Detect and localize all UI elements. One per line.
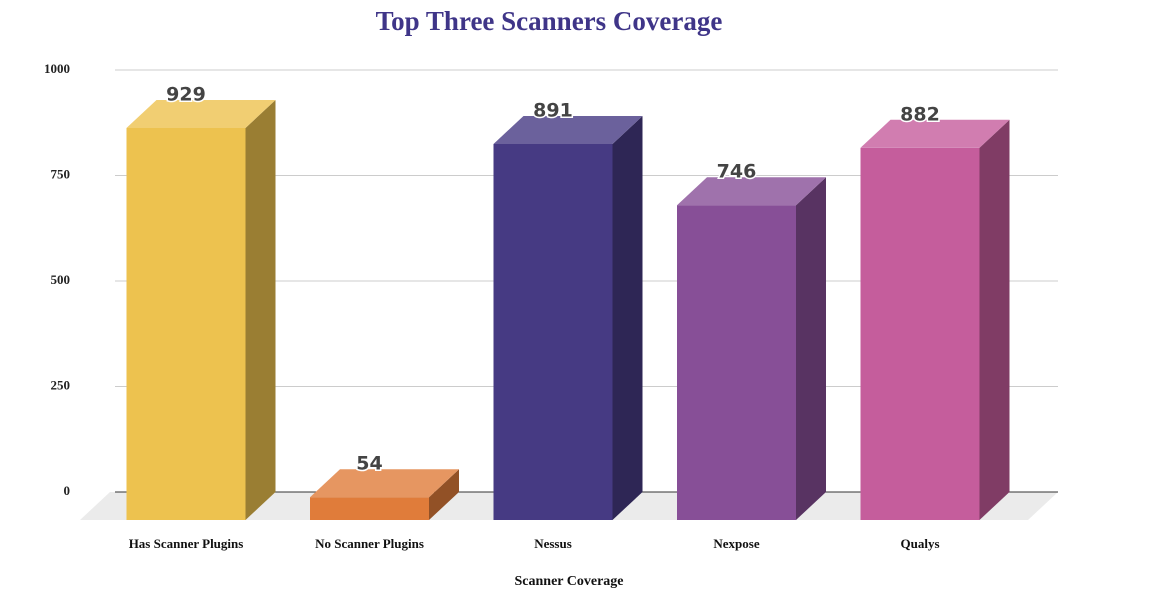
bar-side — [612, 115, 643, 521]
bar-top — [860, 119, 1010, 148]
bar-side — [979, 119, 1010, 521]
x-tick-label: Qualys — [900, 536, 939, 551]
y-tick-label: 750 — [51, 166, 71, 181]
bar-top — [677, 177, 826, 206]
y-tick-label: 1000 — [44, 61, 70, 76]
y-tick-label: 500 — [51, 272, 71, 287]
bar-front — [677, 205, 796, 521]
bar-front — [126, 127, 246, 520]
bar-front — [860, 147, 980, 520]
bar-top — [310, 469, 459, 498]
y-tick-label: 0 — [64, 483, 71, 498]
bar-top — [493, 115, 643, 144]
x-tick-label: No Scanner Plugins — [315, 536, 424, 551]
bar-side — [429, 469, 459, 520]
bar-front — [493, 143, 613, 521]
bar-side — [796, 177, 826, 521]
value-label: 746 — [717, 161, 757, 183]
x-axis-title: Scanner Coverage — [515, 574, 624, 589]
value-label: 929 — [166, 83, 206, 105]
x-tick-label: Nexpose — [713, 536, 759, 551]
bar-side — [245, 99, 276, 520]
bar-front — [310, 497, 429, 520]
x-tick-label: Has Scanner Plugins — [129, 536, 244, 551]
value-label: 891 — [533, 99, 573, 121]
chart-title: Top Three Scanners Coverage — [376, 6, 723, 36]
x-tick-label: Nessus — [534, 536, 572, 551]
y-tick-label: 250 — [51, 377, 71, 392]
bar-top — [126, 99, 276, 128]
value-label: 882 — [900, 103, 940, 125]
value-label: 54 — [356, 453, 382, 475]
